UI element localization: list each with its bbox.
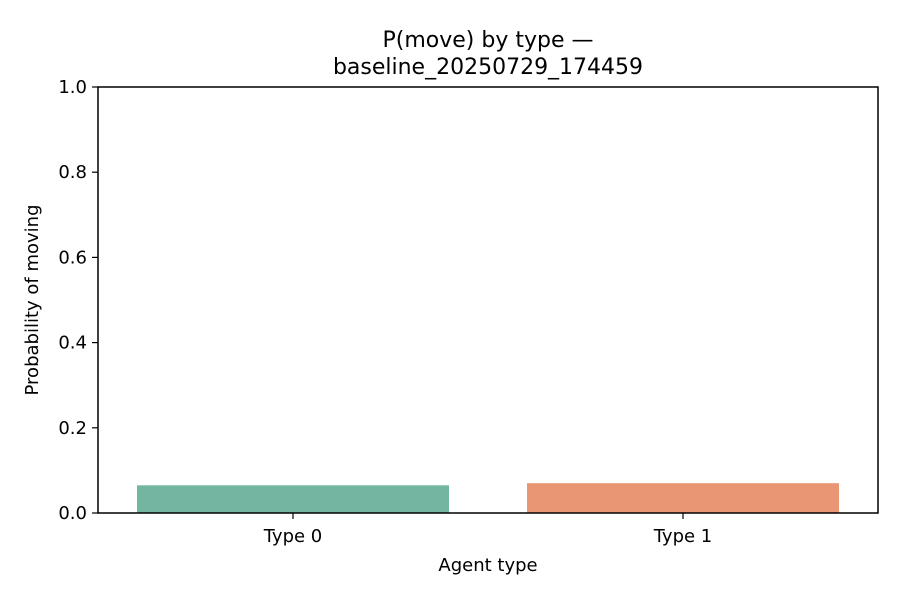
y-tick-label: 0.0 [58,503,87,524]
chart-subtitle: baseline_20250729_174459 [333,55,643,80]
x-tick-label: Type 1 [653,526,713,547]
y-tick-label: 0.4 [58,333,87,354]
y-axis-ticks: 0.0 0.2 0.4 0.6 0.8 1.0 [58,77,98,524]
y-axis-label: Probability of moving [22,205,43,396]
y-tick-label: 1.0 [58,77,87,98]
y-tick-label: 0.2 [58,418,87,439]
y-tick-label: 0.6 [58,247,87,268]
bar-type-0 [137,485,449,513]
plot-frame [97,86,879,514]
y-tick-label: 0.8 [58,162,87,183]
x-tick-label: Type 0 [263,526,323,547]
chart-title: P(move) by type — [383,28,594,53]
x-axis-ticks: Type 0 Type 1 [263,513,713,547]
bar-type-1 [527,483,839,513]
bars-group [137,483,839,513]
x-axis-label: Agent type [438,555,537,576]
